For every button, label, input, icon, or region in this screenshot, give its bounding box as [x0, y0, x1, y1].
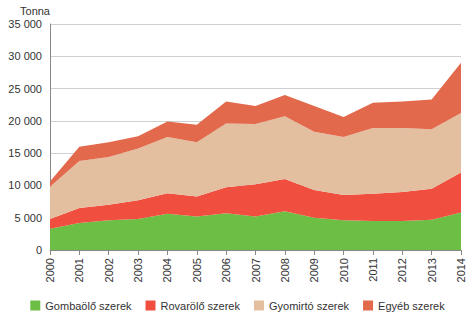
svg-text:0: 0 [36, 244, 42, 256]
svg-text:2000: 2000 [44, 258, 56, 282]
svg-text:2002: 2002 [103, 258, 115, 282]
svg-text:Egyéb szerek: Egyéb szerek [378, 300, 445, 312]
svg-text:2005: 2005 [191, 258, 203, 282]
svg-text:20 000: 20 000 [8, 115, 42, 127]
svg-text:2001: 2001 [73, 258, 85, 282]
svg-text:2014: 2014 [455, 258, 467, 282]
svg-text:2006: 2006 [220, 258, 232, 282]
svg-text:Gombaölő szerek: Gombaölő szerek [45, 300, 132, 312]
svg-text:30 000: 30 000 [8, 50, 42, 62]
svg-text:2007: 2007 [250, 258, 262, 282]
svg-text:2008: 2008 [279, 258, 291, 282]
svg-text:2012: 2012 [396, 258, 408, 282]
svg-text:5 000: 5 000 [14, 212, 42, 224]
svg-text:2010: 2010 [338, 258, 350, 282]
svg-text:2009: 2009 [308, 258, 320, 282]
svg-text:2013: 2013 [426, 258, 438, 282]
svg-text:25 000: 25 000 [8, 83, 42, 95]
svg-text:Rovarölő szerek: Rovarölő szerek [161, 300, 241, 312]
svg-text:2011: 2011 [367, 258, 379, 282]
svg-text:Gyomirtó szerek: Gyomirtó szerek [269, 300, 350, 312]
svg-text:10 000: 10 000 [8, 179, 42, 191]
svg-text:15 000: 15 000 [8, 147, 42, 159]
svg-text:2003: 2003 [132, 258, 144, 282]
svg-text:35 000: 35 000 [8, 18, 42, 30]
svg-text:Tonna: Tonna [20, 5, 51, 17]
svg-text:2004: 2004 [161, 258, 173, 282]
